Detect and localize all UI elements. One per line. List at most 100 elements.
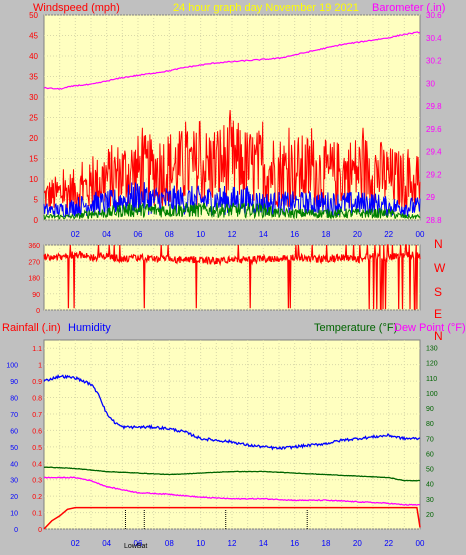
rain-tick-label: 0.9 bbox=[32, 379, 42, 386]
y-tick-label: 20 bbox=[29, 134, 38, 143]
y2-tick-label: 30 bbox=[426, 79, 435, 88]
y2-tick-label: 29 bbox=[426, 193, 435, 202]
humidity-line bbox=[43, 373, 421, 451]
humidity-tick-label: 50 bbox=[10, 445, 18, 452]
rainfall-line bbox=[43, 506, 421, 530]
y2-tick-label: 29.8 bbox=[426, 102, 442, 111]
x-tick-label: 04 bbox=[102, 539, 111, 548]
y2-tick-label: 29.6 bbox=[426, 125, 442, 134]
dewpoint-axis-label: Dew Point (°F) bbox=[394, 322, 466, 334]
x-tick-label: 22 bbox=[384, 230, 393, 239]
x-tick-label: 10 bbox=[196, 539, 205, 548]
x-tick-label: 14 bbox=[259, 539, 268, 548]
rainfall-axis-label: Rainfall (.in) bbox=[2, 322, 61, 334]
compass-label: N bbox=[434, 237, 443, 251]
y-tick-label: 15 bbox=[29, 155, 38, 164]
temp-tick-label: 50 bbox=[426, 467, 434, 474]
wind-series-line bbox=[43, 202, 421, 220]
barometer-axis-label: Barometer (.in) bbox=[372, 2, 445, 14]
x-tick-label: 20 bbox=[353, 230, 362, 239]
y2-tick-label: 30.6 bbox=[426, 11, 442, 20]
y-tick-label: 25 bbox=[29, 114, 38, 123]
y-tick-label: 35 bbox=[29, 73, 38, 82]
wind-series bbox=[43, 31, 421, 220]
y-tick-label: 40 bbox=[29, 52, 38, 61]
dir-tick-label: 90 bbox=[32, 292, 40, 299]
x-tick-label: 16 bbox=[290, 230, 299, 239]
temp-plot-area bbox=[43, 339, 421, 530]
rain-tick-label: 1.1 bbox=[32, 346, 42, 353]
dir-tick-label: 360 bbox=[28, 243, 40, 250]
x-tick-label: 00 bbox=[416, 539, 425, 548]
tick-labels: 0202040406060808101012121414161618182020… bbox=[6, 11, 446, 548]
temp-tick-label: 100 bbox=[426, 391, 438, 398]
humidity-tick-label: 30 bbox=[10, 478, 18, 485]
x-tick-label: 20 bbox=[353, 539, 362, 548]
humidity-tick-label: 60 bbox=[10, 428, 18, 435]
humidity-tick-label: 20 bbox=[10, 494, 18, 501]
y2-tick-label: 30.4 bbox=[426, 34, 442, 43]
y-tick-label: 45 bbox=[29, 32, 38, 41]
wind-series-line bbox=[43, 109, 421, 213]
dir-tick-label: 270 bbox=[28, 259, 40, 266]
rain-tick-label: 0.6 bbox=[32, 428, 42, 435]
humidity-axis-label: Humidity bbox=[68, 322, 111, 334]
humidity-tick-label: 100 bbox=[6, 363, 18, 370]
compass-label: W bbox=[434, 261, 446, 275]
compass-label: S bbox=[434, 285, 442, 299]
dir-tick-label: 180 bbox=[28, 276, 40, 283]
temp-tick-label: 130 bbox=[426, 346, 438, 353]
x-tick-label: 08 bbox=[165, 539, 174, 548]
x-tick-label: 14 bbox=[259, 230, 268, 239]
rain-tick-label: 1 bbox=[38, 363, 42, 370]
rain-tick-label: 0 bbox=[38, 527, 42, 534]
dewpoint-line bbox=[43, 476, 421, 506]
compass-label: E bbox=[434, 307, 442, 321]
y-tick-label: 10 bbox=[29, 175, 38, 184]
x-tick-label: 18 bbox=[322, 230, 331, 239]
dir-tick-label: 0 bbox=[36, 308, 40, 315]
x-tick-label: 12 bbox=[228, 539, 237, 548]
temp-tick-label: 80 bbox=[426, 421, 434, 428]
rain-tick-label: 0.4 bbox=[32, 461, 42, 468]
temp-tick-label: 20 bbox=[426, 512, 434, 519]
y2-tick-label: 28.8 bbox=[426, 216, 442, 225]
x-tick-label: 12 bbox=[228, 230, 237, 239]
rain-tick-label: 0.3 bbox=[32, 478, 42, 485]
compass-label: N bbox=[434, 329, 443, 343]
chart-title: 24 hour graph day November 19 2021 bbox=[173, 2, 359, 14]
temperature-line bbox=[43, 466, 421, 482]
windspeed-axis-label: Windspeed (mph) bbox=[33, 2, 120, 14]
direction-series bbox=[43, 244, 421, 310]
temp-tick-label: 40 bbox=[426, 482, 434, 489]
x-tick-label: 04 bbox=[102, 230, 111, 239]
x-tick-label: 02 bbox=[71, 230, 80, 239]
rain-tick-label: 0.8 bbox=[32, 396, 42, 403]
x-tick-label: 06 bbox=[134, 230, 143, 239]
x-tick-label: 02 bbox=[71, 539, 80, 548]
y-tick-label: 50 bbox=[29, 11, 38, 20]
humidity-tick-label: 90 bbox=[10, 379, 18, 386]
humidity-tick-label: 0 bbox=[14, 527, 18, 534]
rain-tick-label: 0.7 bbox=[32, 412, 42, 419]
temp-tick-label: 110 bbox=[426, 376, 437, 383]
y2-tick-label: 30.2 bbox=[426, 57, 442, 66]
temp-tick-label: 90 bbox=[426, 406, 434, 413]
y2-tick-label: 29.2 bbox=[426, 170, 442, 179]
y2-tick-label: 29.4 bbox=[426, 148, 442, 157]
x-tick-label: 10 bbox=[196, 230, 205, 239]
temperature-axis-label: Temperature (°F) bbox=[314, 322, 397, 334]
rain-tick-label: 0.1 bbox=[32, 511, 42, 518]
temp-tick-label: 70 bbox=[426, 436, 434, 443]
x-tick-label: 16 bbox=[290, 539, 299, 548]
humidity-tick-label: 80 bbox=[10, 396, 18, 403]
y-tick-label: 0 bbox=[34, 216, 39, 225]
wind-direction-line bbox=[43, 244, 421, 310]
temp-tick-label: 30 bbox=[426, 497, 434, 504]
temp-tick-label: 60 bbox=[426, 451, 434, 458]
x-tick-label: 08 bbox=[165, 230, 174, 239]
lowbat-annotation: LowBat bbox=[124, 543, 147, 550]
rain-tick-label: 0.5 bbox=[32, 445, 42, 452]
barometer-line bbox=[43, 31, 421, 91]
